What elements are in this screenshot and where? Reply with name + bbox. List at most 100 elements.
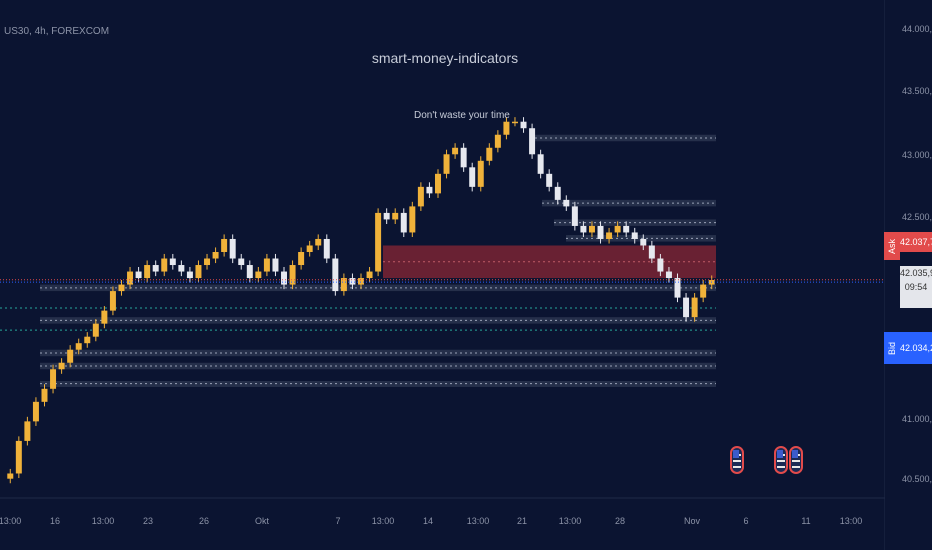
candle-body: [674, 278, 681, 298]
candle-body: [400, 212, 407, 233]
liquidity-zone: [40, 317, 716, 324]
candle-body: [84, 336, 91, 344]
time-axis-label: 7: [335, 516, 341, 526]
time-axis-label: 21: [516, 516, 528, 526]
candle-body: [349, 278, 356, 285]
candle-body: [640, 238, 647, 246]
us-flag-icon[interactable]: [730, 446, 744, 474]
candle-body: [554, 186, 561, 200]
last-price: 42.035,9: [900, 268, 932, 278]
candle-body: [366, 271, 373, 279]
time-axis-label: Nov: [683, 516, 701, 526]
candle-body: [221, 238, 228, 252]
time-axis-label: 14: [422, 516, 434, 526]
candle-body: [409, 206, 416, 233]
liquidity-zone: [40, 349, 716, 357]
time-axis-label: Okt: [254, 516, 270, 526]
candle-body: [392, 212, 399, 220]
time-axis-label: 26: [198, 516, 210, 526]
candle-body: [657, 258, 664, 272]
time-axis-label: 16: [49, 516, 61, 526]
candle-body: [152, 265, 159, 272]
candle-body: [298, 252, 305, 266]
price-axis-label: 43.000,0: [902, 150, 932, 160]
symbol-label[interactable]: US30, 4h, FOREXCOM: [4, 26, 110, 37]
candle-body: [178, 265, 185, 272]
candle-body: [452, 147, 459, 155]
time-axis-label: 13:00: [0, 516, 22, 526]
candle-body: [340, 278, 347, 292]
candle-body: [700, 284, 707, 298]
time-axis-label: 13:00: [558, 516, 582, 526]
price-axis-label: 43.500,0: [902, 86, 932, 96]
candle-body: [75, 343, 82, 350]
candle-body: [281, 271, 288, 285]
candle-body: [306, 245, 313, 252]
candle-body: [546, 173, 553, 187]
candle-body: [195, 265, 202, 279]
candle-body: [101, 310, 108, 324]
candle-body: [246, 265, 253, 279]
candle-body: [623, 225, 630, 233]
liquidity-zone: [40, 284, 716, 292]
price-axis-label: 40.500,0: [902, 474, 932, 484]
candle-body: [238, 258, 245, 266]
price-chart[interactable]: [0, 0, 885, 550]
candle-body: [186, 271, 193, 279]
candle-body: [263, 258, 270, 272]
time-axis-label: 13:00: [839, 516, 863, 526]
candle-body: [144, 265, 151, 279]
ask-price: 42.037,7: [900, 232, 932, 252]
candle-body: [204, 258, 211, 266]
candle-body: [648, 245, 655, 259]
liquidity-zone: [40, 362, 716, 370]
candle-body: [255, 271, 262, 279]
candle-body: [477, 160, 484, 187]
candle-body: [537, 154, 544, 174]
candle-body: [443, 154, 450, 174]
candle-body: [32, 401, 39, 422]
candle-body: [494, 134, 501, 148]
us-flag-icon[interactable]: [774, 446, 788, 474]
candle-body: [169, 258, 176, 266]
candle-body: [41, 388, 48, 402]
candle-body: [135, 271, 142, 279]
candle-body: [631, 232, 638, 239]
candle-body: [588, 225, 595, 233]
liquidity-zone: [40, 380, 716, 387]
candle-body: [580, 225, 587, 233]
candle-body: [460, 147, 467, 168]
candle-body: [24, 421, 31, 441]
candle-body: [50, 369, 57, 389]
candle-body: [597, 225, 604, 239]
candle-body: [323, 238, 330, 259]
candle-body: [289, 265, 296, 285]
candle-body: [358, 278, 364, 285]
candle-body: [118, 284, 125, 292]
us-flag-icon[interactable]: [789, 446, 803, 474]
price-axis-label: 41.000,0: [902, 414, 932, 424]
candle-body: [614, 225, 621, 233]
time-axis-label: 11: [801, 516, 811, 526]
bid-label: Bid: [884, 332, 900, 364]
ask-label: Ask: [884, 232, 900, 260]
bid-price: 42.034,2: [900, 332, 932, 364]
time-axis-label: 13:00: [371, 516, 395, 526]
price-axis-label: 42.500,0: [902, 212, 932, 222]
candle-body: [469, 167, 476, 187]
candle-body: [571, 206, 578, 226]
candle-body: [434, 173, 441, 194]
candle-body: [503, 121, 510, 135]
candle-body: [92, 323, 99, 337]
candle-body: [486, 147, 493, 161]
candle-body: [109, 291, 116, 311]
candle-body: [665, 271, 672, 279]
time-axis-label: 23: [142, 516, 154, 526]
indicator-title: smart-money-indicators: [371, 50, 519, 66]
candle-body: [67, 349, 74, 363]
candle-body: [161, 258, 168, 272]
candle-body: [212, 252, 219, 259]
price-axis-label: 44.000,0: [902, 24, 932, 34]
candle-body: [563, 199, 570, 207]
